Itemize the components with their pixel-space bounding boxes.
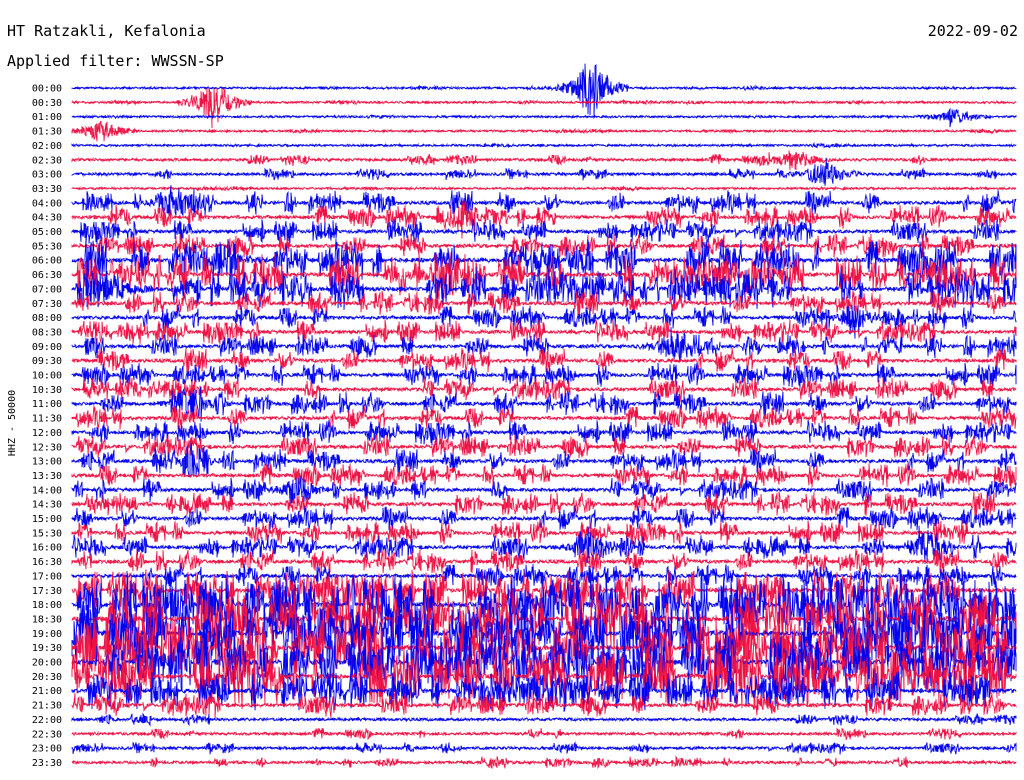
trace-line: [71, 475, 1017, 505]
time-tick-label: 01:30: [32, 127, 62, 138]
time-tick-label: 02:00: [32, 141, 62, 152]
time-tick-label: 06:30: [32, 270, 62, 281]
time-tick-label: 18:30: [32, 614, 62, 625]
trace-line: [71, 362, 1017, 388]
time-tick-label: 19:00: [32, 629, 62, 640]
time-tick-label: 13:00: [32, 457, 62, 468]
time-tick-label: 14:30: [32, 500, 62, 511]
time-tick-label: 05:00: [32, 227, 62, 238]
time-tick-label: 23:00: [32, 744, 62, 755]
time-tick-label: 11:30: [32, 414, 62, 425]
trace-line: [71, 150, 1017, 171]
trace-line: [71, 525, 1017, 564]
trace-line: [71, 377, 1017, 403]
time-tick-label: 17:00: [32, 571, 62, 582]
time-tick-label: 16:00: [32, 543, 62, 554]
trace-line: [71, 419, 1017, 446]
time-tick-label: 04:30: [32, 213, 62, 224]
time-tick-label: 06:00: [32, 256, 62, 267]
time-tick-label: 22:30: [32, 729, 62, 740]
trace-line: [71, 548, 1017, 574]
trace-line: [71, 669, 1017, 712]
date-label: 2022-09-02: [927, 22, 1018, 40]
trace-line: [71, 727, 1017, 741]
time-tick-label: 15:30: [32, 528, 62, 539]
time-tick-label: 19:30: [32, 643, 62, 654]
time-tick-label: 05:30: [32, 241, 62, 252]
time-tick-label: 12:30: [32, 442, 62, 453]
trace-line: [71, 434, 1017, 460]
trace-line: [71, 755, 1017, 770]
trace-line: [71, 463, 1017, 489]
time-tick-label: 09:00: [32, 342, 62, 353]
station-title: HT Ratzakli, Kefalonia: [7, 22, 206, 40]
trace-line: [71, 505, 1017, 531]
filter-label: Applied filter: WWSSN-SP: [7, 52, 224, 70]
time-tick-label: 02:30: [32, 155, 62, 166]
trace-line: [71, 643, 1017, 709]
trace-line: [71, 219, 1017, 245]
time-tick-label: 18:00: [32, 600, 62, 611]
time-tick-label: 20:00: [32, 658, 62, 669]
trace-line: [71, 185, 1017, 192]
trace-line: [71, 347, 1017, 373]
time-tick-label: 04:00: [32, 198, 62, 209]
time-tick-label: 21:30: [32, 701, 62, 712]
trace-line: [71, 157, 1017, 186]
trace-line: [71, 442, 1017, 478]
trace-line: [71, 304, 1017, 339]
trace-line: [71, 185, 1017, 218]
time-tick-label: 08:00: [32, 313, 62, 324]
time-tick-label: 21:00: [32, 686, 62, 697]
time-tick-label: 17:30: [32, 586, 62, 597]
trace-line: [71, 491, 1017, 517]
trace-line: [71, 585, 1017, 652]
time-tick-label: 00:30: [32, 98, 62, 109]
trace-line: [71, 63, 1017, 119]
seismic-traces: [71, 63, 1017, 770]
time-tick-label: 16:30: [32, 557, 62, 568]
time-tick-label: 10:30: [32, 385, 62, 396]
trace-line: [71, 120, 1017, 142]
trace-line: [71, 741, 1017, 755]
time-tick-label: 09:30: [32, 356, 62, 367]
time-tick-label: 07:00: [32, 284, 62, 295]
time-tick-label: 07:30: [32, 299, 62, 310]
trace-line: [71, 266, 1017, 310]
trace-line: [71, 693, 1017, 718]
time-tick-label: 03:00: [32, 170, 62, 181]
time-tick-label: 10:00: [32, 371, 62, 382]
channel-label: HHZ - 50000: [7, 390, 18, 456]
time-tick-label: 13:30: [32, 471, 62, 482]
trace-line: [71, 405, 1017, 430]
trace-line: [71, 319, 1017, 345]
time-tick-label: 12:00: [32, 428, 62, 439]
time-tick-label: 20:30: [32, 672, 62, 683]
trace-line: [71, 141, 1017, 149]
trace-line: [71, 107, 1017, 128]
trace-line: [71, 570, 1017, 636]
time-tick-label: 01:00: [32, 112, 62, 123]
time-tick-labels: 00:00 00:30 01:00 01:30 02:00 02:30 03:00 03:30…: [32, 84, 62, 769]
time-tick-label: 15:00: [32, 514, 62, 525]
time-tick-label: 00:00: [32, 84, 62, 95]
trace-line: [71, 712, 1017, 727]
time-tick-label: 14:00: [32, 485, 62, 496]
trace-line: [71, 386, 1017, 422]
trace-line: [71, 563, 1017, 589]
time-tick-label: 23:30: [32, 758, 62, 769]
time-tick-label: 22:00: [32, 715, 62, 726]
time-tick-label: 11:00: [32, 399, 62, 410]
time-tick-label: 03:30: [32, 184, 62, 195]
trace-line: [71, 520, 1017, 546]
trace-line: [71, 238, 1017, 285]
trace-line: [71, 87, 1017, 129]
time-tick-label: 08:30: [32, 327, 62, 338]
trace-line: [71, 290, 1017, 316]
